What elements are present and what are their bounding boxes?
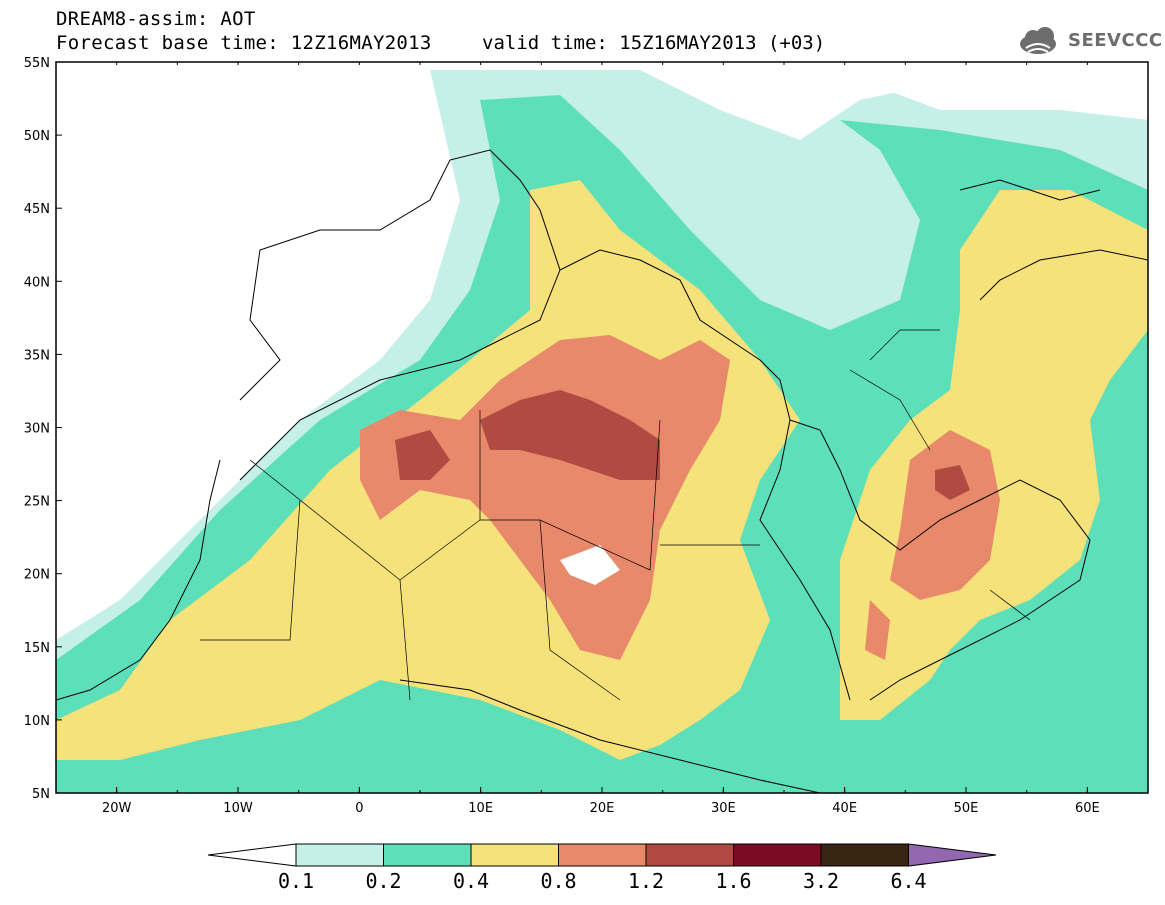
- lat-label-30N: 30N: [24, 422, 50, 437]
- lat-label-40N: 40N: [24, 275, 50, 290]
- lon-label-20W: 20W: [102, 801, 132, 816]
- logo-text: SEEVCCC: [1068, 30, 1163, 51]
- coastlines: [56, 149, 1148, 793]
- lon-label-10W: 10W: [223, 801, 253, 816]
- colorbar-swatch: [733, 843, 822, 867]
- colorbar-label: 3.2: [803, 869, 839, 893]
- lat-label-55N: 55N: [24, 56, 50, 71]
- aot-band-1.2-libya: [480, 390, 660, 480]
- aot-clear-north: [640, 62, 1148, 120]
- latitude-axis: 55N 50N 45N 40N 35N 30N 25N 20N 15N 10N 5N: [24, 56, 62, 802]
- colorbar: 0.1 0.2 0.4 0.8 1.2 1.6 3.2 6.4: [207, 843, 997, 893]
- colorbar-label: 0.4: [453, 869, 489, 893]
- lon-label-30E: 30E: [711, 801, 736, 816]
- lat-label-10N: 10N: [24, 714, 50, 729]
- lon-label-10E: 10E: [468, 801, 493, 816]
- colorbar-label: 0.1: [278, 869, 314, 893]
- colorbar-label: 6.4: [890, 869, 926, 893]
- aot-band-0.8-yemen: [865, 600, 890, 660]
- forecast-base-time: Forecast base time: 12Z16MAY2013: [56, 32, 432, 54]
- lon-label-20E: 20E: [590, 801, 615, 816]
- colorbar-swatch: [820, 843, 909, 867]
- map-title: DREAM8-assim: AOT: [56, 8, 256, 30]
- aot-band-0.8-gulf: [890, 430, 1000, 600]
- lon-label-60E: 60E: [1075, 801, 1100, 816]
- aot-band-0.8: [360, 335, 730, 660]
- aot-clear-europe: [56, 62, 430, 470]
- colorbar-label: 1.2: [628, 869, 664, 893]
- lat-label-50N: 50N: [24, 129, 50, 144]
- valid-time: valid time: 15Z16MAY2013 (+03): [482, 32, 826, 54]
- colorbar-high-triangle: [908, 843, 997, 867]
- longitude-axis: 20W 10W 0 10E 20E 30E 40E 50E 60E: [55, 62, 1149, 816]
- aot-band-1.2-iraq: [935, 465, 970, 500]
- colorbar-label: 1.6: [715, 869, 751, 893]
- colorbar-swatch: [558, 843, 647, 867]
- lon-label-0: 0: [355, 801, 363, 816]
- colorbar-label: 0.2: [365, 869, 401, 893]
- country-borders: [200, 329, 1031, 701]
- lon-label-50E: 50E: [954, 801, 979, 816]
- cloud-icon: [1020, 27, 1056, 54]
- aot-contours: [56, 62, 1148, 793]
- aot-band-1.2: [395, 430, 450, 480]
- lat-label-35N: 35N: [24, 348, 50, 363]
- lon-label-40E: 40E: [832, 801, 857, 816]
- lat-label-25N: 25N: [24, 495, 50, 510]
- colorbar-low-triangle: [207, 843, 297, 867]
- lat-label-5N: 5N: [32, 787, 50, 802]
- colorbar-swatch: [383, 843, 472, 867]
- colorbar-swatch: [295, 843, 384, 867]
- colorbar-label: 0.8: [540, 869, 576, 893]
- lat-label-20N: 20N: [24, 568, 50, 583]
- lat-label-45N: 45N: [24, 202, 50, 217]
- colorbar-swatch: [645, 843, 734, 867]
- colorbar-swatch: [470, 843, 559, 867]
- lat-label-15N: 15N: [24, 641, 50, 656]
- aot-clear-sudan-pocket: [560, 545, 620, 585]
